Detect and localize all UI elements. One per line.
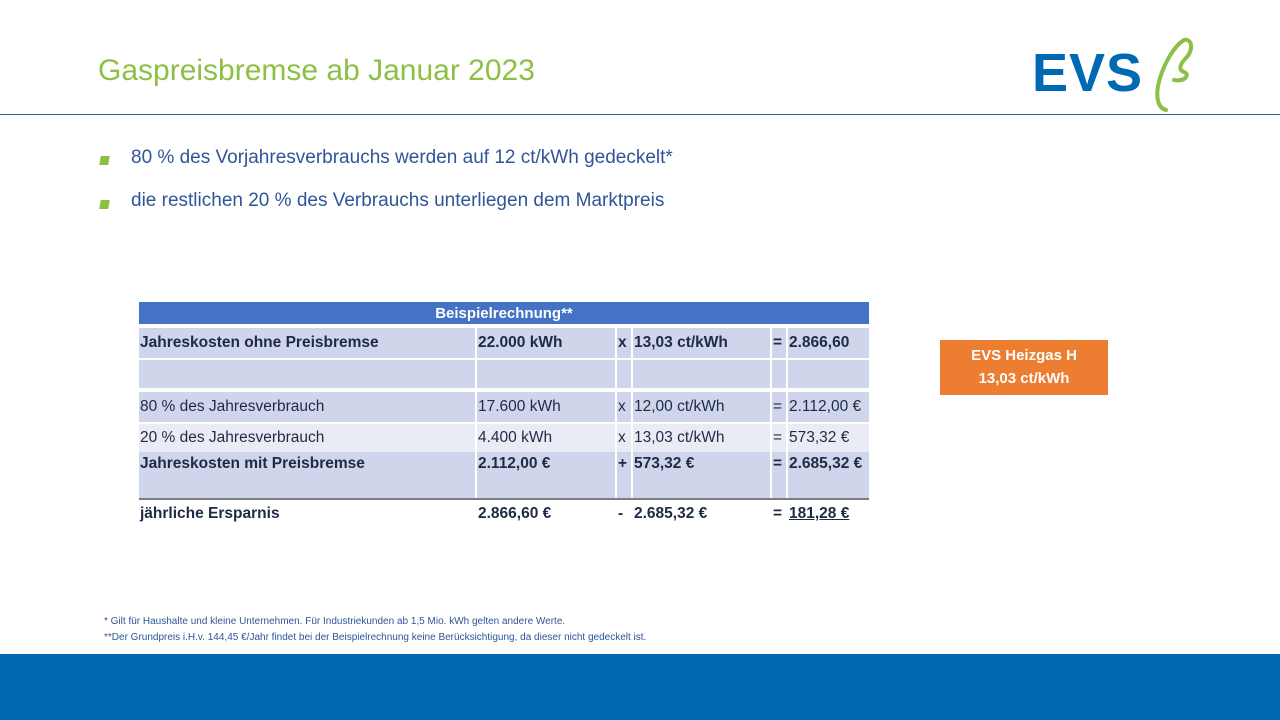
- price-badge: EVS Heizgas H 13,03 ct/kWh: [940, 340, 1108, 395]
- table-title: Beispielrechnung**: [139, 302, 869, 324]
- footer-band: [0, 654, 1280, 720]
- cell: 573,32 €: [631, 452, 770, 476]
- cell: [631, 360, 770, 388]
- cell: [475, 360, 615, 388]
- cell: 181,28 €: [786, 500, 869, 528]
- cell: [631, 476, 770, 498]
- table-row: Jahreskosten mit Preisbremse 2.112,00 € +5…: [139, 452, 869, 476]
- table-row-empty: [139, 476, 869, 500]
- cell: [615, 360, 631, 388]
- cell: 13,03 ct/kWh: [631, 424, 770, 452]
- cell: 573,32 €: [786, 424, 869, 452]
- footnote: **Der Grundpreis i.H.v. 144,45 €/Jahr fi…: [104, 632, 647, 643]
- cell: x: [615, 328, 631, 358]
- table-row: 80 % des Jahresverbrauch 17.600 kWh x 12,00…: [139, 392, 869, 422]
- table-row-empty: [139, 360, 869, 388]
- cell: =: [770, 452, 786, 476]
- table-row: 20 % des Jahresverbrauch 4.400 kWh x 13,03 …: [139, 424, 869, 452]
- cell: [786, 360, 869, 388]
- cell: 2.112,00 €: [475, 452, 615, 476]
- cell: [475, 476, 615, 498]
- cell: Jahreskosten ohne Preisbremse: [140, 334, 379, 351]
- cell: 17.600 kWh: [475, 392, 615, 422]
- slide-title: Gaspreisbremse ab Januar 2023: [98, 54, 535, 87]
- footnote: * Gilt für Haushalte und kleine Unterneh…: [104, 616, 566, 627]
- bullet-marker: [99, 156, 110, 165]
- bullet-marker: [99, 200, 110, 209]
- cell: 2.685,32 €: [631, 500, 770, 528]
- cell: =: [770, 500, 786, 528]
- logo-mark: [1155, 37, 1193, 112]
- cell: Jahreskosten mit Preisbremse: [140, 455, 365, 472]
- cell: 2.685,32 €: [786, 452, 869, 476]
- cell: 13,03 ct/kWh: [631, 328, 770, 358]
- cell: [786, 476, 869, 498]
- cell: jährliche Ersparnis: [140, 505, 280, 522]
- header-rule: [0, 114, 1280, 115]
- cell: +: [615, 452, 631, 476]
- cell: 80 % des Jahresverbrauch: [140, 398, 325, 415]
- badge-line: 13,03 ct/kWh: [978, 370, 1070, 387]
- table-row: jährliche Ersparnis 2.866,60 € -2.685,32 €…: [139, 500, 869, 528]
- cell: 4.400 kWh: [475, 424, 615, 452]
- cell: x: [615, 392, 631, 422]
- table-row: Jahreskosten ohne Preisbremse 22.000 kWh x…: [139, 328, 869, 358]
- badge-line: EVS Heizgas H: [971, 347, 1077, 364]
- cell: x: [615, 424, 631, 452]
- cell: 2.112,00 €: [786, 392, 869, 422]
- cell: [615, 476, 631, 498]
- bullet-text: die restlichen 20 % des Verbrauchs unter…: [131, 190, 665, 211]
- cell: [770, 360, 786, 388]
- cell: -: [615, 500, 631, 528]
- cell: 12,00 ct/kWh: [631, 392, 770, 422]
- cell: 20 % des Jahresverbrauch: [140, 429, 325, 446]
- bullet-text: 80 % des Vorjahresverbrauchs werden auf …: [131, 147, 673, 168]
- logo-text: EVS: [1032, 43, 1144, 103]
- logo: EVS: [1032, 36, 1197, 116]
- cell: =: [770, 424, 786, 452]
- cell: 2.866,60: [786, 328, 869, 358]
- cell: [770, 476, 786, 498]
- cell: 22.000 kWh: [475, 328, 615, 358]
- cell: =: [770, 328, 786, 358]
- cell: =: [770, 392, 786, 422]
- cell: 2.866,60 €: [475, 500, 615, 528]
